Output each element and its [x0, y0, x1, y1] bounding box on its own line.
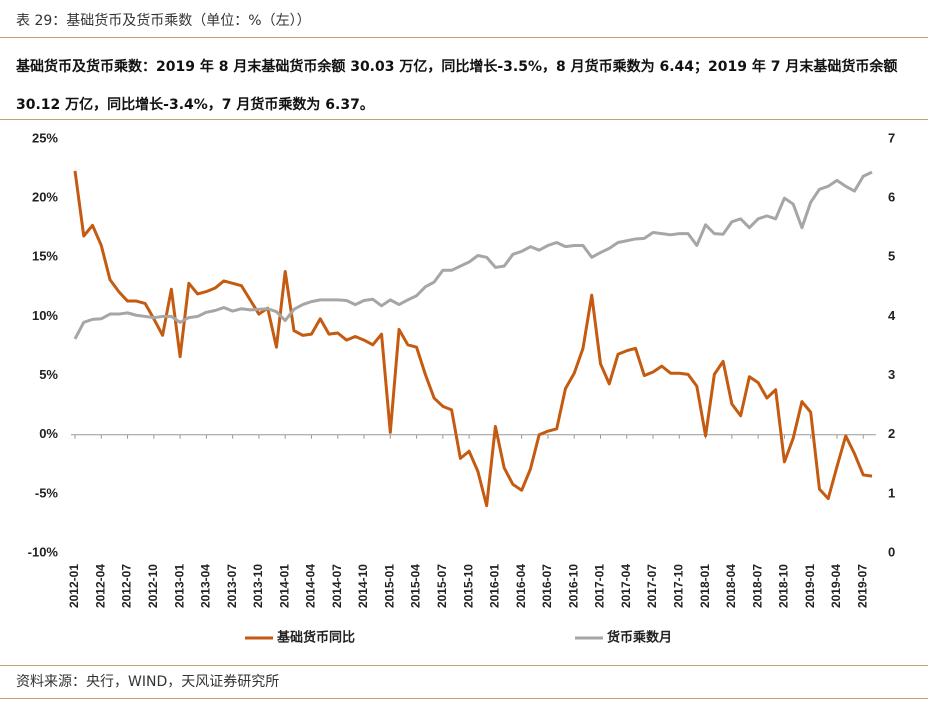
- legend-label: 货币乘数月: [607, 629, 672, 644]
- y-tick-label: -5%: [35, 485, 59, 500]
- x-tick-label: 2018-01: [698, 564, 712, 608]
- x-tick-label: 2016-10: [566, 564, 580, 608]
- x-tick-label: 2012-01: [67, 564, 81, 608]
- x-tick-label: 2017-04: [619, 564, 633, 608]
- y2-tick-label: 4: [888, 308, 896, 323]
- x-tick-label: 2019-04: [829, 564, 843, 608]
- y2-tick-label: 2: [888, 426, 895, 441]
- x-tick-label: 2017-10: [671, 564, 685, 608]
- x-tick-label: 2019-01: [803, 564, 817, 608]
- series-line: [73, 170, 873, 508]
- series-line: [73, 170, 873, 340]
- legend-label: 基础货币同比: [276, 629, 355, 644]
- x-tick-label: 2014-10: [356, 564, 370, 608]
- y-tick-label: 15%: [32, 249, 58, 264]
- y-tick-label: -10%: [28, 544, 59, 559]
- y-tick-label: 5%: [39, 367, 58, 382]
- y-tick-label: 10%: [32, 308, 58, 323]
- x-tick-label: 2013-10: [251, 564, 265, 608]
- y-tick-label: 20%: [32, 190, 58, 205]
- x-tick-label: 2013-01: [172, 564, 186, 608]
- source: 资料来源：央行，WIND，天风证券研究所: [16, 674, 280, 690]
- x-tick-label: 2013-07: [225, 564, 239, 608]
- x-tick-label: 2014-01: [277, 564, 291, 608]
- x-tick-label: 2018-07: [750, 564, 764, 608]
- y2-tick-label: 0: [888, 544, 895, 559]
- x-tick-label: 2016-07: [540, 564, 554, 608]
- x-tick-label: 2016-04: [514, 564, 528, 608]
- y2-tick-label: 5: [888, 249, 895, 264]
- y2-tick-label: 1: [888, 485, 895, 500]
- x-tick-label: 2013-04: [199, 564, 213, 608]
- x-tick-label: 2018-04: [724, 564, 738, 608]
- x-tick-label: 2012-10: [146, 564, 160, 608]
- x-tick-label: 2019-07: [855, 564, 869, 608]
- x-tick-label: 2012-07: [120, 564, 134, 608]
- x-tick-label: 2014-07: [330, 564, 344, 608]
- x-tick-label: 2014-04: [304, 564, 318, 608]
- header-title: 表 29：基础货币及货币乘数（单位：%（左））: [16, 13, 311, 29]
- x-tick-label: 2018-10: [777, 564, 791, 608]
- y2-tick-label: 6: [888, 190, 895, 205]
- x-tick-label: 2012-04: [93, 564, 107, 608]
- x-tick-label: 2015-01: [382, 564, 396, 608]
- y-tick-label: 25%: [32, 130, 58, 145]
- x-tick-label: 2016-01: [488, 564, 502, 608]
- x-tick-label: 2015-10: [461, 564, 475, 608]
- x-tick-label: 2015-07: [435, 564, 449, 608]
- x-tick-label: 2015-04: [409, 564, 423, 608]
- y2-tick-label: 3: [888, 367, 895, 382]
- rule: [0, 119, 928, 120]
- x-tick-label: 2017-01: [593, 564, 607, 608]
- rule: [0, 698, 928, 699]
- rule: [0, 37, 928, 38]
- description: 基础货币及货币乘数：2019 年 8 月末基础货币余额 30.03 万亿，同比增…: [16, 59, 898, 113]
- rule: [0, 665, 928, 666]
- y-tick-label: 0%: [39, 426, 58, 441]
- x-tick-label: 2017-07: [645, 564, 659, 608]
- y2-tick-label: 7: [888, 130, 895, 145]
